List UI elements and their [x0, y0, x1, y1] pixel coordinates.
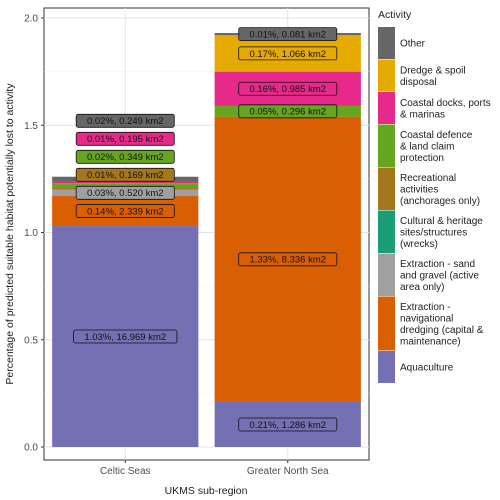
legend-key — [378, 351, 395, 383]
axis-layer: 0.0 0.5 1.0 1.5 2.0 Celtic Seas Greater North … — [24, 14, 329, 478]
data-label: 0.01%, 0.195 km2 — [87, 134, 164, 145]
data-label-layer: 1.03%, 16.969 km2 0.14%, 2.339 km2 0.03%, … — [73, 27, 338, 432]
data-label-box — [75, 113, 175, 128]
data-label: 0.21%, 1.286 km2 — [249, 420, 326, 431]
legend-key — [378, 124, 395, 167]
data-label-box — [238, 81, 338, 96]
legend-label: (wrecks) — [400, 239, 438, 250]
data-label-box — [75, 149, 175, 164]
legend-label: Aquaculture — [400, 363, 454, 374]
legend-label: (anchorages only) — [400, 196, 480, 207]
data-label: 1.03%, 16.969 km2 — [84, 332, 166, 343]
data-label: 0.03%, 0.520 km2 — [87, 188, 164, 199]
data-label: 0.02%, 0.349 km2 — [87, 152, 164, 163]
legend-label: maintenance) — [400, 336, 461, 347]
y-tick-label: 1.5 — [24, 121, 38, 132]
y-tick-label: 0.5 — [24, 335, 38, 346]
data-label-box — [238, 104, 338, 119]
legend-label: Recreational — [400, 173, 456, 184]
data-label-box — [75, 204, 175, 218]
legend-label: Coastal docks, ports — [400, 98, 491, 109]
legend-key — [378, 167, 395, 210]
legend-title: Activity — [378, 9, 412, 21]
legend-label: Coastal defence — [400, 130, 473, 141]
legend-label: Cultural & heritage — [400, 216, 483, 227]
y-tick-label: 0.0 — [24, 443, 38, 454]
bar-segment — [52, 183, 199, 188]
x-tick-label: Greater North Sea — [247, 466, 329, 477]
legend-label: Extraction - — [400, 302, 451, 313]
legend-key — [378, 253, 395, 296]
data-label: 0.17%, 1.066 km2 — [249, 49, 326, 60]
data-label-box — [75, 131, 175, 146]
legend-label: protection — [400, 153, 444, 164]
y-tick-label: 2.0 — [24, 14, 38, 25]
data-label-box — [75, 185, 175, 200]
legend-label: & marinas — [400, 109, 445, 120]
legend-label: area only) — [400, 282, 444, 293]
data-label-box — [238, 252, 338, 267]
legend-label: navigational — [400, 313, 453, 324]
y-tick-label: 1.0 — [24, 228, 38, 239]
legend-label: and gravel (active — [400, 270, 479, 281]
data-label-box — [238, 46, 338, 61]
bar-segment — [52, 181, 199, 184]
legend-label: Other — [400, 39, 426, 50]
legend-label: activities — [400, 184, 438, 195]
legend-label: Extraction - sand — [400, 259, 475, 270]
legend-label: dredging (capital & — [400, 325, 484, 336]
legend-key — [378, 296, 395, 351]
data-label: 0.01%, 0.169 km2 — [87, 170, 164, 181]
data-label-box — [238, 417, 338, 432]
data-label: 0.01%, 0.081 km2 — [249, 29, 326, 40]
y-axis-title: Percentage of predicted suitable habitat… — [4, 83, 16, 385]
data-label: 0.05%, 0.296 km2 — [249, 107, 326, 118]
legend-label: disposal — [400, 77, 437, 88]
data-label: 1.33%, 8.336 km2 — [249, 255, 326, 266]
data-label: 0.02%, 0.249 km2 — [87, 116, 164, 127]
data-label-box — [238, 27, 338, 41]
legend-key — [378, 92, 395, 124]
data-label: 0.16%, 0.985 km2 — [249, 84, 326, 95]
data-label-box — [75, 167, 175, 182]
legend-key — [378, 27, 395, 59]
legend-key — [378, 59, 395, 92]
x-tick-label: Celtic Seas — [100, 466, 151, 477]
legend-label: & land claim — [400, 141, 454, 152]
legend-label: sites/structures — [400, 227, 467, 238]
legend-label: Dredge & spoil — [400, 65, 466, 76]
x-axis-title: UKMS sub-region — [165, 485, 248, 497]
legend-key — [378, 210, 395, 253]
data-label-box — [73, 329, 178, 344]
data-label: 0.14%, 2.339 km2 — [87, 206, 164, 217]
